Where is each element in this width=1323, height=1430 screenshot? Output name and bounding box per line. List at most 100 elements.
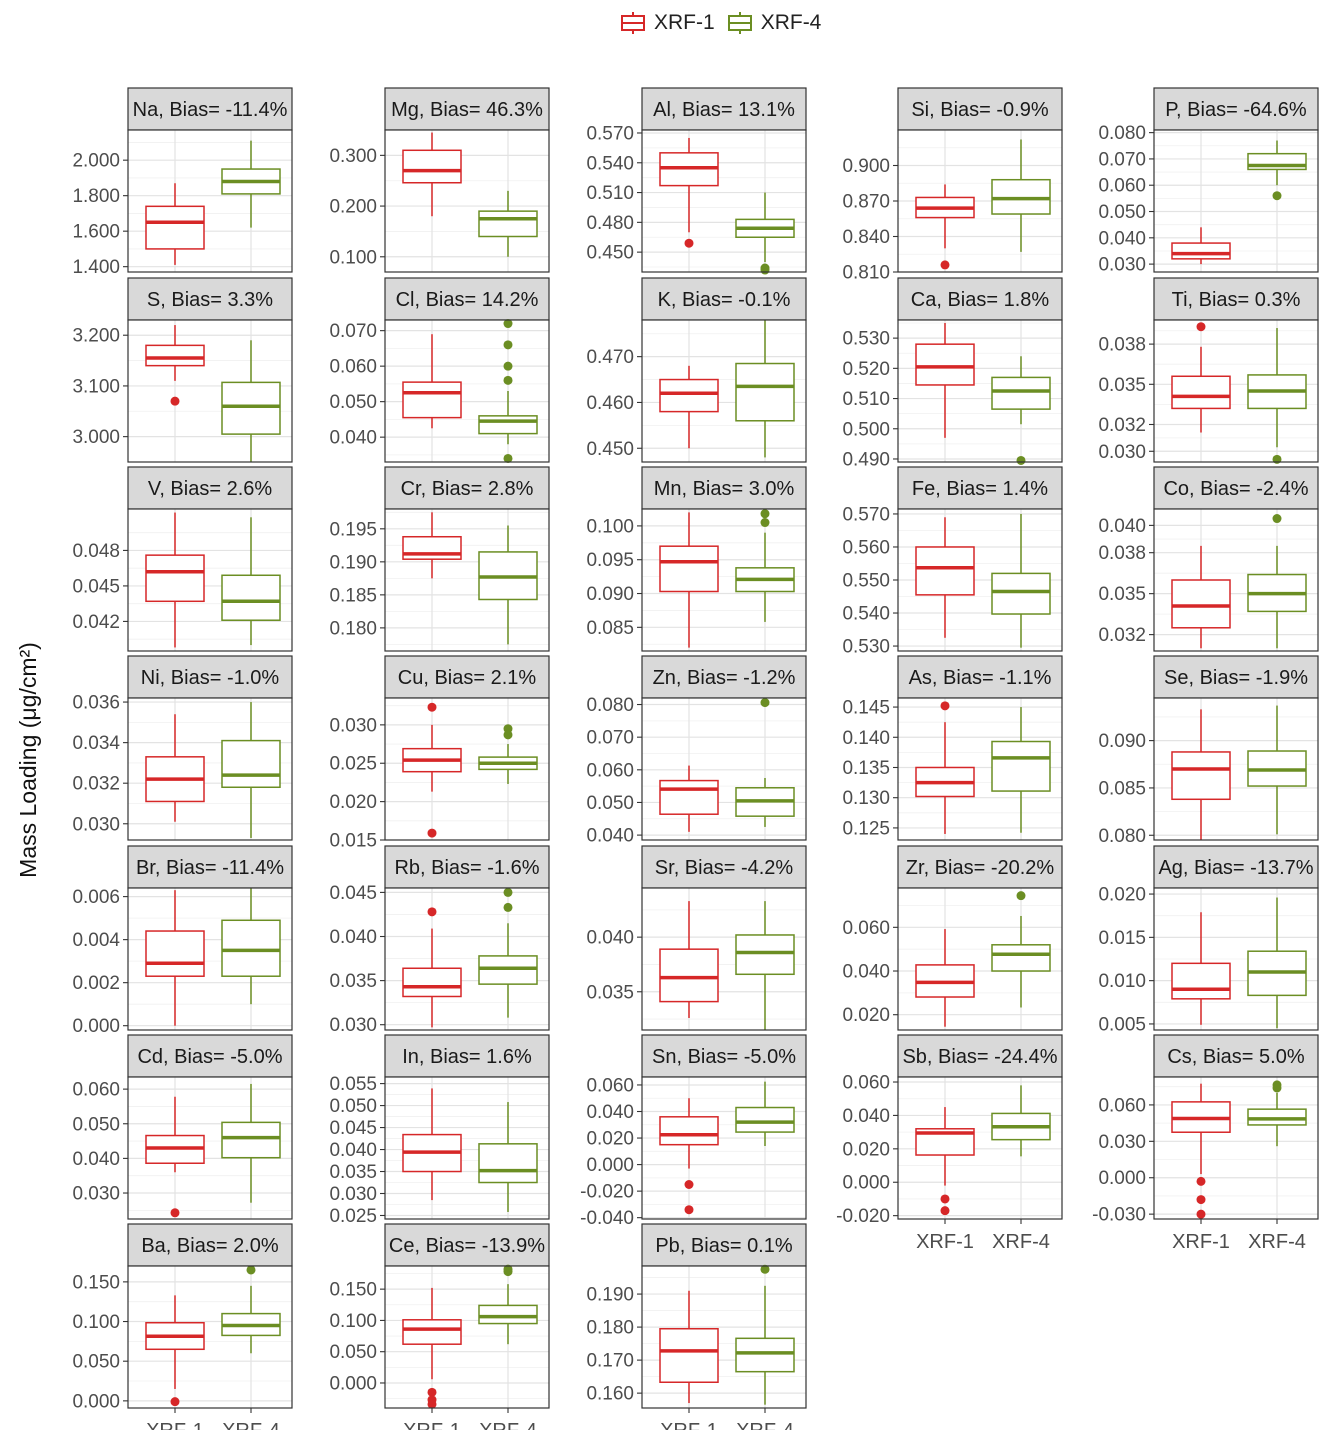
panel-ce: Ce, Bias= -13.9% 0.000 0.050 0.100 0.150 XRF-… xyxy=(329,1223,550,1430)
box-xrf-1 xyxy=(915,517,975,638)
outlier-point xyxy=(940,701,950,711)
panel-background xyxy=(642,1077,806,1219)
y-tick-label: 0.090 xyxy=(586,584,634,605)
y-tick-label: 0.045 xyxy=(72,576,120,597)
panel-border xyxy=(1153,129,1319,273)
y-tick-label: 0.510 xyxy=(842,389,890,410)
panel-in: In, Bias= 1.6%0.0250.0300.0350.0400.0450… xyxy=(329,1034,550,1227)
iqr-box xyxy=(659,378,719,413)
panel-strip xyxy=(127,277,293,321)
y-tick-label: 0.032 xyxy=(1098,415,1146,436)
y-tick-label: 0.160 xyxy=(586,1384,634,1405)
y-tick-label: 0.480 xyxy=(586,213,634,234)
y-tick-label: 3.200 xyxy=(72,326,120,347)
iqr-box xyxy=(402,1319,462,1345)
outlier-point xyxy=(1196,322,1206,332)
y-tick-label: 0.090 xyxy=(1098,731,1146,752)
outlier-point xyxy=(1272,191,1282,201)
box-xrf-1 xyxy=(915,701,975,834)
box-xrf-1 xyxy=(402,907,462,1028)
panel-title: Sb, Bias= -24.4% xyxy=(902,1046,1057,1068)
iqr-box xyxy=(402,149,462,184)
panel-title: S, Bias= 3.3% xyxy=(147,289,273,311)
y-tick-label: 0.060 xyxy=(842,1073,890,1094)
box-xrf-4 xyxy=(478,190,538,257)
y-tick-label: 0.042 xyxy=(72,612,120,633)
panel-cs: Cs, Bias= 5.0% -0.030 0.000 0.030 0.060 XRF-1… xyxy=(1092,1034,1319,1253)
panel-strip xyxy=(127,466,293,510)
y-tick-label: 0.145 xyxy=(842,698,890,719)
panel-na: Na, Bias= -11.4% 1.400 1.600 1.800 2.000 xyxy=(72,87,293,278)
panel-border xyxy=(897,887,1063,1031)
iqr-box xyxy=(478,415,538,435)
y-tick-label: 0.048 xyxy=(72,541,120,562)
box-xrf-4 xyxy=(991,1085,1051,1157)
y-tick-label: -0.040 xyxy=(580,1208,634,1229)
y-tick-label: 0.035 xyxy=(586,982,634,1003)
panel-title: V, Bias= 2.6% xyxy=(148,478,273,500)
outlier-point xyxy=(1016,891,1026,901)
panel-se: Se, Bias= -1.9% 0.080 0.085 0.090 xyxy=(1098,655,1319,847)
iqr-box xyxy=(478,1143,538,1184)
panel-strip xyxy=(384,655,550,699)
box-xrf-4 xyxy=(991,513,1051,648)
y-tick-label: 0.005 xyxy=(1098,1014,1146,1035)
iqr-box xyxy=(478,1304,538,1325)
y-tick-label: -0.030 xyxy=(1092,1205,1146,1226)
y-tick-label: 0.040 xyxy=(586,1102,634,1123)
y-tick-label: 0.030 xyxy=(1098,442,1146,463)
y-tick-label: 0.085 xyxy=(1098,778,1146,799)
iqr-box xyxy=(1247,1108,1307,1126)
y-tick-label: 0.900 xyxy=(842,156,890,177)
panel-strip xyxy=(127,845,293,889)
panel-strip xyxy=(641,277,807,321)
panel-border xyxy=(1153,697,1319,841)
iqr-box xyxy=(915,343,975,386)
y-tick-label: 0.040 xyxy=(842,1106,890,1127)
y-tick-label: 0.150 xyxy=(329,1280,377,1301)
panel-title: Ba, Bias= 2.0% xyxy=(141,1235,279,1257)
panel-title: Co, Bias= -2.4% xyxy=(1163,478,1308,500)
y-tick-label: 0.030 xyxy=(72,814,120,835)
box-xrf-4 xyxy=(221,340,281,462)
outlier-point xyxy=(503,340,513,350)
panel-k: K, Bias= -0.1% 0.450 0.460 0.470 xyxy=(586,277,807,463)
panel-ni: Ni, Bias= -1.0% 0.030 0.032 0.034 0.036 xyxy=(72,655,293,841)
panel-border xyxy=(127,1265,293,1409)
panel-fe: Fe, Bias= 1.4% 0.530 0.540 0.550 0.560 0.570 xyxy=(842,466,1063,658)
iqr-box xyxy=(402,535,462,560)
y-tick-label: 0.050 xyxy=(72,1114,120,1135)
y-tick-label: 0.035 xyxy=(329,971,377,992)
box-xrf-4 xyxy=(221,1265,281,1354)
y-tick-label: 0.000 xyxy=(842,1173,890,1194)
y-tick-label: 0.840 xyxy=(842,227,890,248)
panel-title: Mg, Bias= 46.3% xyxy=(391,99,543,121)
y-tick-label: 0.004 xyxy=(72,930,120,951)
panel-border xyxy=(897,129,1063,273)
y-tick-label: 0.530 xyxy=(842,637,890,658)
y-tick-label: 0.150 xyxy=(72,1272,120,1293)
box-xrf-1 xyxy=(145,1295,205,1407)
y-tick-label: 0.035 xyxy=(329,1162,377,1183)
panel-cl: Cl, Bias= 14.2% 0.040 0.050 0.060 0.070 xyxy=(329,277,550,463)
panel-cd: Cd, Bias= -5.0% 0.030 0.040 0.050 0.060 xyxy=(72,1034,293,1220)
legend: XRF-1 XRF-4 xyxy=(618,8,831,38)
iqr-box xyxy=(145,554,205,603)
outlier-point xyxy=(427,1399,437,1409)
y-tick-label: 0.000 xyxy=(329,1373,377,1394)
box-xrf-4 xyxy=(221,1083,281,1203)
iqr-box xyxy=(1171,375,1231,410)
box-xrf-1 xyxy=(659,365,719,449)
y-tick-label: 0.080 xyxy=(1098,123,1146,144)
box-xrf-4 xyxy=(1247,514,1307,649)
iqr-box xyxy=(735,1106,795,1133)
y-tick-label: 0.100 xyxy=(72,1312,120,1333)
y-tick-label: 0.030 xyxy=(72,1184,120,1205)
iqr-box xyxy=(659,1327,719,1383)
panel-border xyxy=(1153,1076,1319,1220)
y-tick-label: 0.038 xyxy=(1098,335,1146,356)
iqr-box xyxy=(735,934,795,976)
y-tick-label: 0.200 xyxy=(329,197,377,218)
y-tick-label: 0.020 xyxy=(842,1005,890,1026)
